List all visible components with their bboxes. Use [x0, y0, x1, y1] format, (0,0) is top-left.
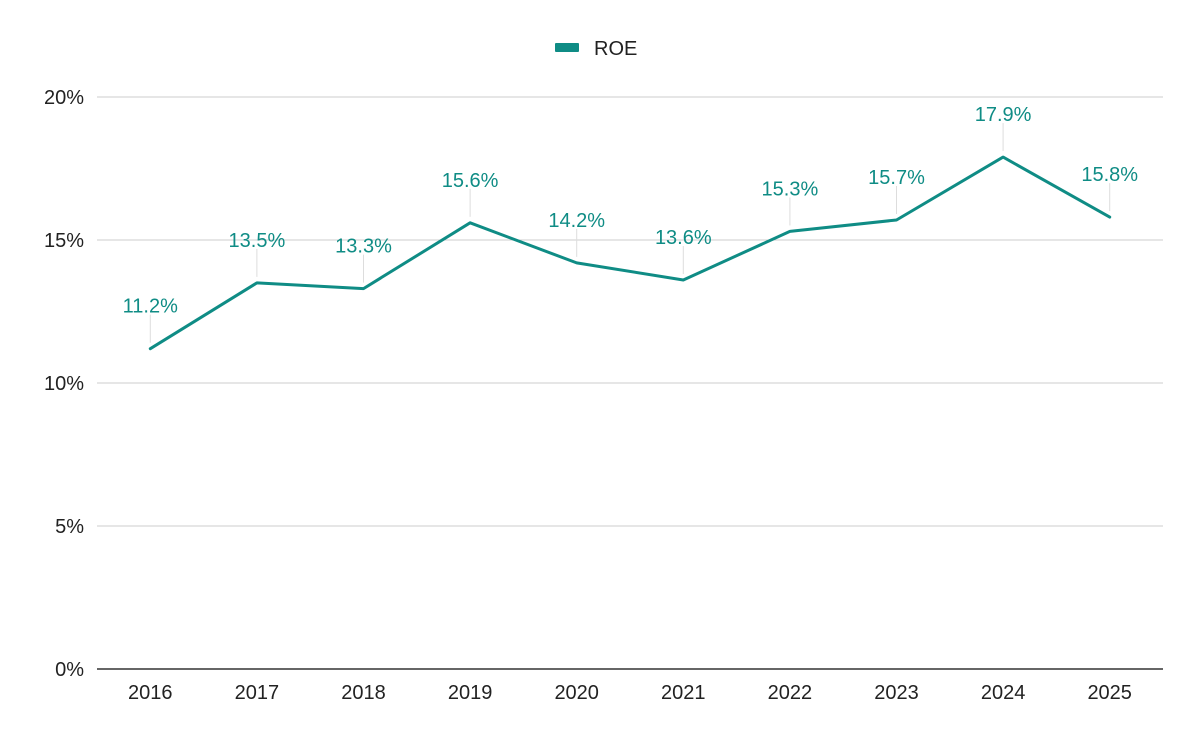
- x-tick-label: 2023: [874, 682, 919, 704]
- gridlines: [97, 96, 1163, 670]
- x-axis-tick-labels: 2016 2017 2018 2019 2020 2021 2022 2023 2024 2025: [128, 682, 1132, 704]
- data-label-leaders: [149, 123, 1111, 343]
- data-labels: 11.2% 13.5% 13.3% 15.6% 14.2% 13.6% 15.3% 15.7%…: [123, 104, 1139, 318]
- y-tick-label: 10%: [44, 373, 84, 395]
- x-tick-label: 2025: [1087, 682, 1132, 704]
- y-tick-label: 5%: [55, 516, 84, 538]
- x-tick-label: 2016: [128, 682, 173, 704]
- x-tick-label: 2019: [448, 682, 493, 704]
- y-tick-label: 20%: [44, 87, 84, 109]
- data-label: 13.5%: [229, 230, 286, 252]
- x-tick-label: 2022: [768, 682, 813, 704]
- x-tick-label: 2021: [661, 682, 706, 704]
- data-label: 17.9%: [975, 104, 1032, 126]
- y-tick-label: 0%: [55, 659, 84, 681]
- x-tick-label: 2020: [554, 682, 599, 704]
- data-label: 13.6%: [655, 227, 712, 249]
- data-label: 15.7%: [868, 167, 925, 189]
- y-tick-label: 15%: [44, 230, 84, 252]
- data-label: 15.6%: [442, 170, 499, 192]
- data-label: 13.3%: [335, 236, 392, 258]
- y-axis-tick-labels: 0% 5% 10% 15% 20%: [44, 87, 84, 681]
- x-tick-label: 2018: [341, 682, 386, 704]
- legend: ROE: [555, 38, 637, 60]
- series-line-roe: [148, 155, 1112, 351]
- legend-swatch-roe: [555, 43, 579, 52]
- data-label: 15.8%: [1081, 164, 1138, 186]
- x-tick-label: 2024: [981, 682, 1026, 704]
- x-tick-label: 2017: [235, 682, 280, 704]
- data-label: 11.2%: [123, 296, 178, 318]
- series-roe: [148, 155, 1112, 351]
- legend-label-roe: ROE: [594, 38, 637, 60]
- data-label: 14.2%: [548, 210, 605, 232]
- data-label: 15.3%: [762, 178, 819, 200]
